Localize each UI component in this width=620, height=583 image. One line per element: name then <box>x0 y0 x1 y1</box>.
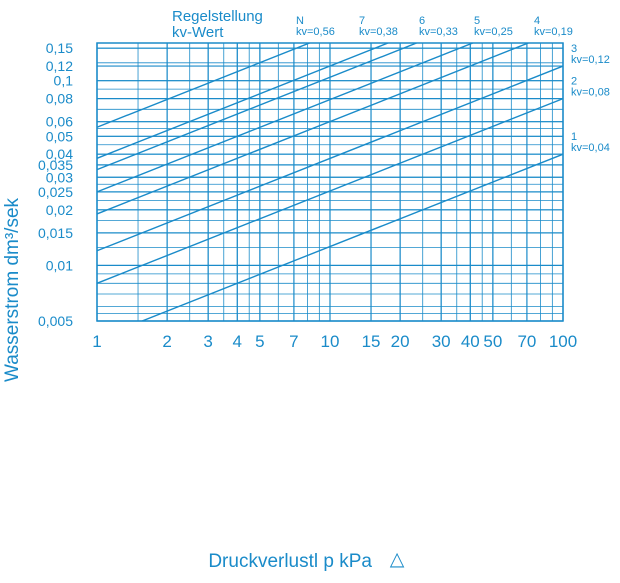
y-tick-label: 0,05 <box>46 128 73 144</box>
series-line-7 <box>97 43 390 159</box>
x-tick-label: 3 <box>203 332 212 351</box>
x-tick-label: 15 <box>362 332 381 351</box>
x-tick-label: 40 <box>461 332 480 351</box>
series-kv-label-7: kv=0,38 <box>359 26 398 38</box>
series-line-5 <box>97 43 475 193</box>
series-kv-label-N: kv=0,56 <box>296 26 335 38</box>
delta-symbol: △ <box>390 549 405 570</box>
series-label-5: 5 <box>474 15 480 27</box>
y-tick-label: 0,12 <box>46 58 73 74</box>
y-tick-label: 0,03 <box>46 169 73 185</box>
series-label-2: 2 <box>571 76 577 88</box>
series-label-6: 6 <box>419 15 425 27</box>
series-line-1 <box>140 153 563 321</box>
x-ticks: 1 2 3 4 5 7 10 15 20 30 40 50 70 100 <box>92 332 577 351</box>
series-line-3 <box>97 65 563 252</box>
y-tick-label: 0,15 <box>46 40 73 56</box>
x-tick-label: 70 <box>517 332 536 351</box>
x-tick-label: 2 <box>162 332 171 351</box>
x-tick-label: 20 <box>391 332 410 351</box>
y-tick-label: 0,06 <box>46 114 73 130</box>
series-lines <box>97 43 563 321</box>
series-kv-label-2: kv=0,08 <box>571 87 610 99</box>
x-tick-label: 5 <box>255 332 264 351</box>
y-tick-label: 0,02 <box>46 202 73 218</box>
series-kv-label-6: kv=0,33 <box>419 26 458 38</box>
x-tick-label: 7 <box>289 332 298 351</box>
x-tick-label: 10 <box>321 332 340 351</box>
series-line-2 <box>97 97 563 284</box>
header-line1: Regelstellung <box>172 8 263 25</box>
y-tick-label: 0,005 <box>38 313 73 329</box>
y-tick-label: 0,035 <box>38 157 73 173</box>
series-line-6 <box>97 43 419 171</box>
series-label-N: N <box>296 15 304 27</box>
x-tick-label: 4 <box>233 332 242 351</box>
y-axis-title: Wasserstrom dm³/sek <box>2 197 23 382</box>
header-line2: kv-Wert <box>172 24 224 41</box>
series-label-7: 7 <box>359 15 365 27</box>
y-tick-label: 0,04 <box>46 146 73 162</box>
series-label-1: 1 <box>571 131 577 143</box>
series-label-4: 4 <box>534 15 540 27</box>
y-tick-label: 0,015 <box>38 225 73 241</box>
y-tick-label: 0,1 <box>54 73 74 89</box>
x-tick-label: 100 <box>549 332 577 351</box>
series-labels: Nkv=0,56 7kv=0,38 6kv=0,33 5kv=0,25 4kv=0,19… <box>296 15 610 154</box>
x-tick-label: 1 <box>92 332 101 351</box>
series-kv-label-4: kv=0,19 <box>534 26 573 38</box>
y-tick-label: 0,08 <box>46 91 73 107</box>
series-label-3: 3 <box>571 43 577 55</box>
series-kv-label-5: kv=0,25 <box>474 26 513 38</box>
x-tick-label: 50 <box>483 332 502 351</box>
series-kv-label-3: kv=0,12 <box>571 54 610 66</box>
x-axis-title: Druckverlustl p kPa <box>208 551 372 572</box>
series-line-N <box>97 43 312 128</box>
series-kv-label-1: kv=0,04 <box>571 142 610 154</box>
series-line-4 <box>97 43 531 215</box>
x-tick-label: 30 <box>432 332 451 351</box>
y-tick-label: 0,01 <box>46 257 73 273</box>
plot-frame <box>96 42 564 322</box>
y-tick-label: 0,025 <box>38 184 73 200</box>
